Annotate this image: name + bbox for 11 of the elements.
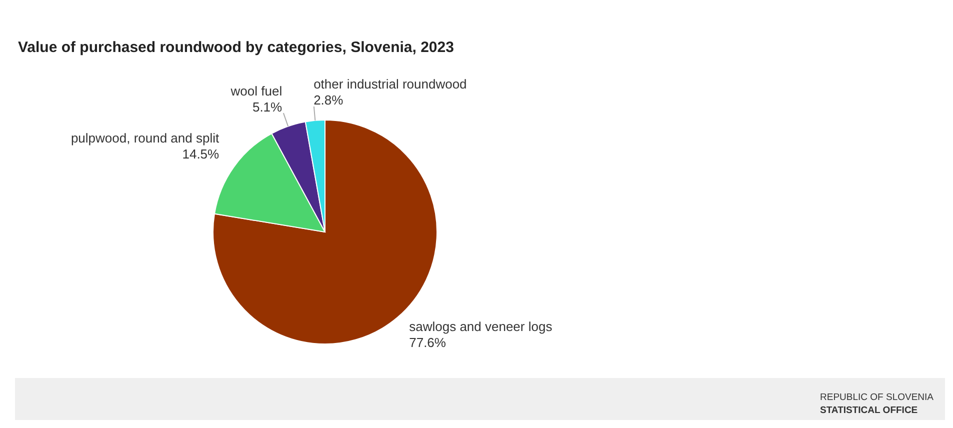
chart-title: Value of purchased roundwood by categories, Slovenia, 2023 xyxy=(18,39,454,56)
text: REPUBLIC OF SLOVENIA xyxy=(820,392,934,403)
slice-label: sawlogs and veneer logs xyxy=(409,319,553,334)
slice-label: other industrial roundwood xyxy=(314,76,467,92)
data-label: 14.5% xyxy=(182,146,220,162)
data-label: 2.8% xyxy=(314,92,344,108)
data-label: 77.6% xyxy=(409,335,446,350)
slice-label: wool fuel xyxy=(230,83,282,98)
text: STATISTICAL OFFICE xyxy=(820,405,918,416)
data-label: 5.1% xyxy=(252,99,283,114)
slice-label: pulpwood, round and split xyxy=(70,130,220,146)
